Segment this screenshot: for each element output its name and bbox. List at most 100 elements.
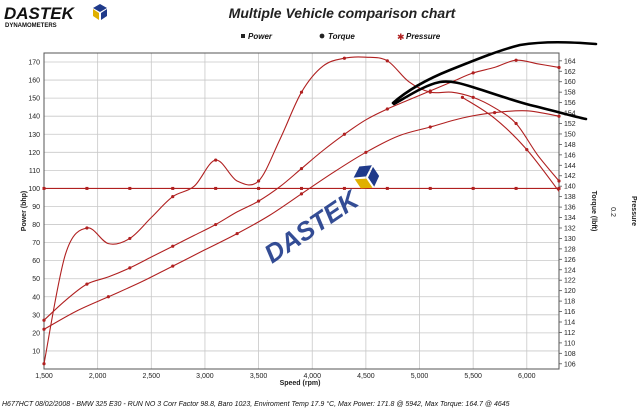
data-point-power <box>256 199 261 203</box>
y-left-tick-label: 10 <box>32 348 40 355</box>
y-axis-right-ticks: 106 108 110 112 114 116 118 120 122 124 126 128 130 1… <box>559 58 576 368</box>
cube-logo-icon <box>93 4 107 20</box>
pressure-point <box>557 186 561 190</box>
y-right-tick-label: 116 <box>564 309 575 316</box>
y-left-tick-label: 170 <box>28 60 40 67</box>
y-right-tick-label: 150 <box>564 131 576 138</box>
y-right-tick-label: 162 <box>564 69 576 76</box>
y-right-tick-label: 158 <box>564 90 576 97</box>
data-point-torque <box>171 195 175 199</box>
data-point-torque <box>128 236 132 241</box>
pressure-point <box>42 186 46 190</box>
legend-label-pressure: Pressure <box>406 32 441 41</box>
y-right-tick-label: 156 <box>564 100 576 107</box>
pressure-tick-label: 0.2 <box>609 207 616 217</box>
chart-title: Multiple Vehicle comparison chart <box>229 5 457 21</box>
data-point-torque <box>385 59 389 63</box>
plot-frame <box>43 52 560 370</box>
data-point-power-run-2 <box>364 150 368 154</box>
y-left-tick-label: 30 <box>32 312 40 319</box>
data-point-torque-run-2 <box>460 95 465 99</box>
y-right-tick-label: 120 <box>564 288 576 295</box>
y-axis-left-ticks: 10 20 30 40 50 60 70 80 90 100 110 120 130 140 150 160 1… <box>28 60 40 356</box>
y-left-tick-label: 70 <box>32 240 40 247</box>
data-point-torque <box>256 179 261 183</box>
data-point-power-run-2 <box>235 231 239 236</box>
y-right-tick-label: 146 <box>564 152 576 159</box>
data-point-power-run-2 <box>42 327 46 331</box>
y-right-tick-label: 136 <box>564 205 576 212</box>
data-point-power-run-2 <box>493 110 497 115</box>
x-tick-label: 3,000 <box>196 373 214 380</box>
y-axis-right-label: Torque (lbft) <box>590 191 597 232</box>
legend-label-torque: Torque <box>328 32 355 41</box>
y-right-tick-label: 142 <box>564 173 576 180</box>
data-point-torque <box>471 95 475 99</box>
y-left-tick-label: 50 <box>32 276 40 283</box>
asterisk-icon: ✱ <box>397 33 405 43</box>
pressure-point <box>385 186 389 190</box>
data-point-power-run-2 <box>171 264 175 268</box>
y-right-tick-label: 106 <box>564 361 576 368</box>
y-left-tick-label: 140 <box>28 114 40 121</box>
data-point-power-run-2 <box>106 295 110 299</box>
x-tick-label: 1,500 <box>35 373 53 380</box>
series-line-power <box>43 59 560 321</box>
y-left-tick-label: 100 <box>28 186 40 193</box>
y-left-tick-label: 120 <box>28 150 40 157</box>
dastek-logo: DASTEK DYNAMOMETERS <box>4 4 107 29</box>
y-right-tick-label: 134 <box>564 215 576 222</box>
data-point-power <box>299 166 304 171</box>
data-point-torque <box>299 90 304 94</box>
legend-label-power: Power <box>248 32 273 41</box>
data-point-power <box>42 318 46 322</box>
y-left-tick-label: 20 <box>32 330 40 337</box>
data-point-power-run-2 <box>428 125 432 129</box>
data-point-torque <box>342 56 347 60</box>
data-point-torque <box>85 226 89 230</box>
data-point-power <box>385 107 389 111</box>
x-tick-label: 3,500 <box>250 373 268 380</box>
x-tick-label: 6,000 <box>518 373 536 380</box>
x-tick-label: 2,500 <box>143 373 161 380</box>
annotation-stroke-power <box>391 40 598 105</box>
x-axis-label: Speed (rpm) <box>280 380 321 387</box>
x-tick-label: 4,000 <box>303 373 321 380</box>
data-point-power <box>214 222 218 227</box>
y-right-tick-label: 160 <box>564 79 576 86</box>
y-left-tick-label: 130 <box>28 132 40 139</box>
x-tick-label: 5,500 <box>464 373 482 380</box>
pressure-point <box>514 186 518 190</box>
data-point-power <box>514 58 518 62</box>
y-axis-left-label: Power (bhp) <box>21 191 28 231</box>
y-right-tick-label: 108 <box>564 351 576 358</box>
data-point-power <box>128 266 132 270</box>
data-point-power <box>85 282 89 286</box>
pressure-point <box>428 186 432 190</box>
data-point-torque <box>42 362 46 366</box>
y-right-tick-label: 112 <box>564 330 575 337</box>
data-point-torque <box>557 179 561 183</box>
y-left-tick-label: 160 <box>28 78 40 85</box>
y-right-tick-label: 138 <box>564 194 576 201</box>
pressure-point <box>214 186 218 190</box>
data-point-power <box>171 244 175 248</box>
pressure-point <box>471 186 475 190</box>
y-right-tick-label: 122 <box>564 278 576 285</box>
y-right-tick-label: 148 <box>564 142 576 149</box>
x-axis-ticks: 1,500 2,000 2,500 3,000 3,500 4,000 4,500 5,000… <box>35 373 535 380</box>
data-point-torque-run-2 <box>525 148 529 152</box>
y-right-tick-label: 152 <box>564 121 576 128</box>
y-right-tick-label: 132 <box>564 225 576 232</box>
y-right-tick-label: 118 <box>564 299 575 306</box>
legend: Power Torque ✱ Pressure <box>241 32 441 43</box>
brand-name: DASTEK <box>4 4 76 23</box>
y-right-tick-label: 130 <box>564 236 576 243</box>
legend-item-power: Power <box>241 32 273 41</box>
y-left-tick-label: 90 <box>32 204 40 211</box>
y-left-tick-label: 110 <box>29 168 40 175</box>
pressure-point <box>342 186 346 190</box>
series-line-torque <box>43 56 560 364</box>
pressure-axis-label: Pressure <box>630 196 637 226</box>
